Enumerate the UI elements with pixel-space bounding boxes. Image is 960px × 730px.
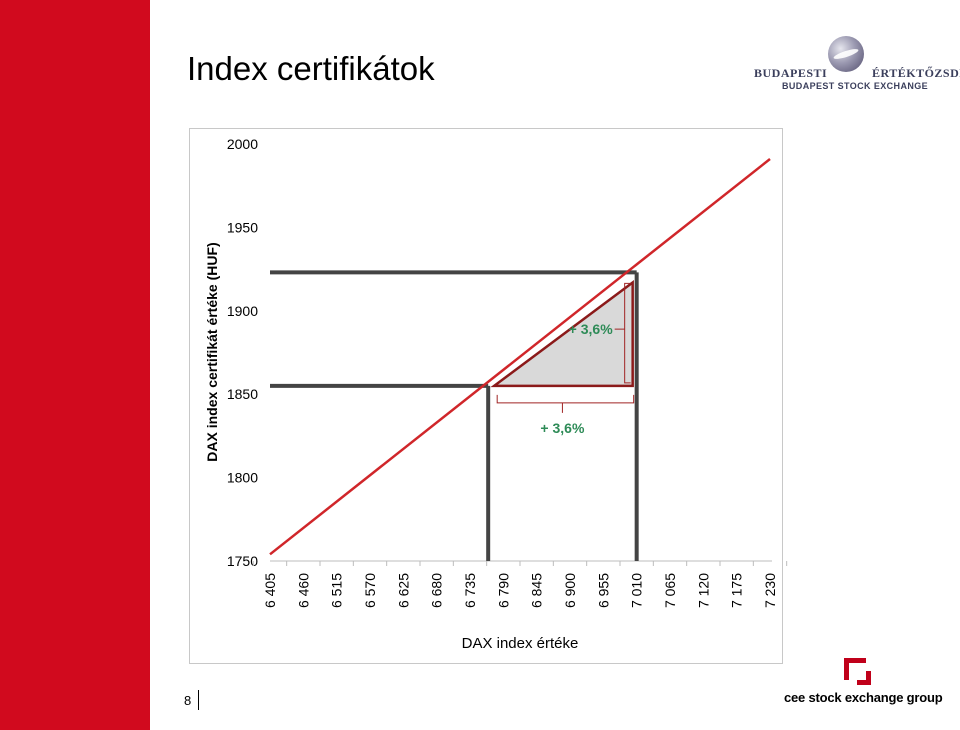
x-tick-label: 6 900 [562,573,578,608]
x-tick-label: 6 790 [495,573,511,608]
x-tick-label: 6 680 [429,573,445,608]
y-axis-title: DAX index certifikát értéke (HUF) [204,242,220,461]
x-axis-title: DAX index értéke [462,635,579,652]
red-side-band [0,0,150,730]
series-line [269,158,771,556]
page-title: Index certifikátok [187,50,435,87]
x-tick-label: 6 405 [262,573,278,608]
y-tick-labels: 2000 1950 1900 1850 1800 1750 [227,136,258,569]
x-tick-label: 6 625 [395,573,411,608]
horizontal-bracket [496,394,635,413]
x-tick-label: 6 955 [595,573,611,608]
x-tick-label: 6 845 [529,573,545,608]
x-tick-label: 7 120 [695,573,711,608]
y-change-label: + 3,6% [569,321,614,337]
change-brackets [496,282,635,413]
bse-globe-icon [828,36,864,72]
guide-lines [270,270,639,561]
x-tick-label: 6 460 [295,573,311,608]
bse-logo-text-1: BUDAPESTI [754,66,828,80]
page-number: 8 [184,693,192,708]
cee-logo-text: cee stock exchange group [784,690,943,705]
change-triangle-shape [490,279,634,388]
x-tick-label: 7 065 [662,573,678,608]
x-tick-label: 6 570 [362,573,378,608]
chart-frame [189,128,783,664]
series-lines [269,158,771,556]
cee-logo-icon [844,658,871,685]
bse-logo-text-2: ÉRTÉKTŐZSDE [872,66,960,80]
x-tick-marks [252,561,788,566]
y-tick-label: 1750 [227,553,258,569]
y-tick-label: 1850 [227,386,258,402]
x-tick-label: 7 010 [629,573,645,608]
change-triangle [490,279,634,388]
y-tick-label: 1900 [227,303,258,319]
x-tick-label: 7 230 [762,573,778,608]
x-change-label: + 3,6% [540,420,585,436]
y-tick-label: 1800 [227,470,258,486]
page-number-divider [198,690,199,710]
x-tick-label: 6 515 [329,573,345,608]
vertical-bracket [614,282,631,384]
x-tick-label: 7 175 [729,573,745,608]
x-tick-label: 6 735 [462,573,478,608]
y-tick-label: 2000 [227,136,258,152]
cee-stock-exchange-group-logo: cee stock exchange group [780,654,943,710]
x-tick-labels: 6 405 6 460 6 515 6 570 6 625 6 680 6 735 6 790… [262,573,778,608]
budapest-stock-exchange-logo: BUDAPESTI ÉRTÉKTŐZSDE BUDAPEST STOCK EXC… [748,30,960,98]
bse-logo-text-3: BUDAPEST STOCK EXCHANGE [782,81,929,91]
y-tick-label: 1950 [227,219,258,235]
